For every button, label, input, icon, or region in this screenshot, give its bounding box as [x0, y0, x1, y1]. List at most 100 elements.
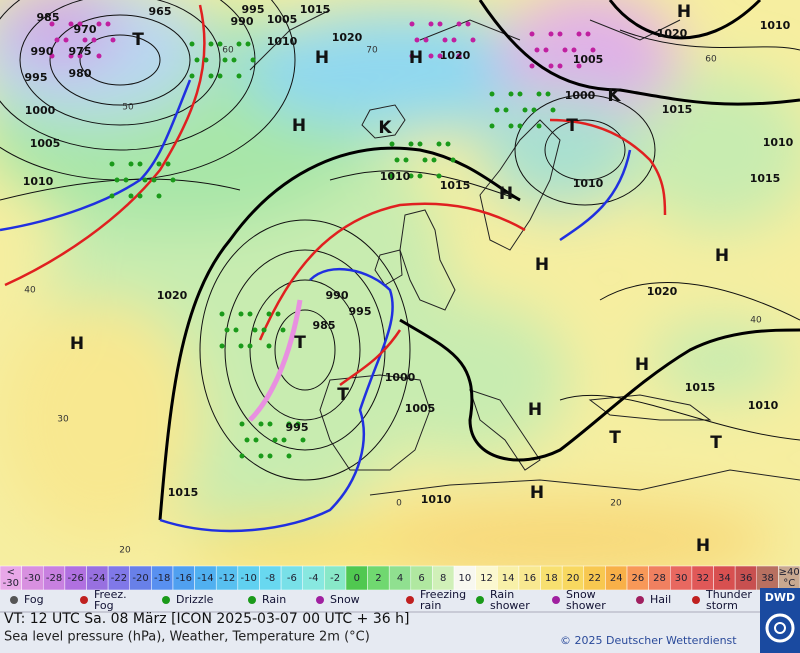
legend-icon — [406, 596, 414, 604]
weather-dot — [203, 57, 209, 63]
weather-dot — [562, 47, 568, 53]
weather-dot — [208, 41, 214, 47]
scale-label: 10 — [458, 573, 471, 584]
legend-icon — [10, 596, 18, 604]
pressure-center: T — [566, 116, 578, 136]
scale-label: 30 — [675, 573, 688, 584]
pressure-label: 995 — [286, 421, 309, 434]
weather-dot — [394, 157, 400, 163]
weather-dot — [423, 37, 429, 43]
weather-dot — [445, 141, 451, 147]
pressure-label: 1010 — [267, 35, 298, 48]
pressure-center: H — [499, 184, 513, 204]
legend-icon — [692, 596, 700, 604]
weather-dot — [576, 31, 582, 37]
weather-dot — [576, 63, 582, 69]
valid-time: VT: 12 UTC Sa. 08 März [ICON 2025-03-07 … — [4, 611, 409, 627]
scale-label: -20 — [132, 573, 148, 584]
legend-label: Rain — [262, 593, 286, 606]
legend-label: Freez. — [94, 588, 127, 601]
weather-dot — [238, 311, 244, 317]
pressure-label: 1005 — [573, 53, 604, 66]
weather-dot — [219, 343, 225, 349]
weather-dot — [110, 37, 116, 43]
graticule-label: 50 — [122, 103, 134, 113]
weather-dot — [217, 73, 223, 79]
weather-dot — [437, 21, 443, 27]
weather-dot — [286, 421, 292, 427]
scale-label: -12 — [219, 573, 235, 584]
weather-dot — [585, 31, 591, 37]
legend-label: Fog — [94, 599, 114, 612]
scale-label: -24 — [89, 573, 105, 584]
weather-dot — [236, 41, 242, 47]
weather-dot — [258, 453, 264, 459]
weather-dot — [543, 47, 549, 53]
scale-label: 36 — [740, 573, 753, 584]
weather-dot — [68, 21, 74, 27]
pressure-label: 965 — [149, 5, 172, 18]
weather-dot — [436, 173, 442, 179]
weather-dot — [258, 421, 264, 427]
weather-dot — [49, 53, 55, 59]
legend-icon — [552, 596, 560, 604]
weather-dot — [245, 41, 251, 47]
graticule-label: 20 — [610, 499, 622, 509]
weather-dot — [531, 107, 537, 113]
scale-label: °C — [783, 578, 795, 589]
pressure-center: T — [294, 333, 306, 353]
pressure-center: H — [635, 355, 649, 375]
weather-dot — [300, 437, 306, 443]
legend-label: Snow — [566, 588, 596, 601]
scale-label: -14 — [197, 573, 213, 584]
pressure-label: 1015 — [662, 103, 693, 116]
scale-label: -30 — [24, 573, 40, 584]
legend-icon — [80, 596, 88, 604]
weather-dot — [261, 327, 267, 333]
logo-mark — [774, 622, 786, 634]
pressure-label: 1015 — [750, 172, 781, 185]
weather-dot — [494, 107, 500, 113]
pressure-center: H — [530, 483, 544, 503]
weather-dot — [142, 177, 148, 183]
pressure-label: 1010 — [380, 170, 411, 183]
weather-dot — [517, 91, 523, 97]
weather-dot — [151, 177, 157, 183]
weather-dot — [128, 193, 134, 199]
main-isobars — [158, 0, 800, 521]
scale-label: -10 — [240, 573, 256, 584]
scale-label: 22 — [588, 573, 601, 584]
pressure-label: 985 — [313, 319, 336, 332]
isobars — [0, 0, 800, 481]
logo-mark — [765, 613, 795, 643]
scale-label: 18 — [545, 573, 558, 584]
scale-label: 14 — [502, 573, 515, 584]
weather-dot — [489, 91, 495, 97]
legend-label: Thunder — [705, 588, 752, 601]
weather-dot — [456, 21, 462, 27]
pressure-label: 1015 — [685, 381, 716, 394]
weather-dot — [534, 47, 540, 53]
weather-dot — [417, 141, 423, 147]
weather-dot — [224, 327, 230, 333]
weather-dot — [49, 21, 55, 27]
weather-dot — [428, 21, 434, 27]
pressure-label: 1020 — [657, 27, 688, 40]
weather-dot — [189, 41, 195, 47]
weather-dot — [96, 53, 102, 59]
scale-label: 32 — [696, 573, 709, 584]
weather-dot — [550, 107, 556, 113]
pressure-label: 1010 — [748, 399, 779, 412]
weather-dot — [465, 21, 471, 27]
weather-dot — [389, 173, 395, 179]
weather-dot — [239, 453, 245, 459]
pressure-center: H — [292, 116, 306, 136]
scale-label: 24 — [610, 573, 623, 584]
weather-dot — [222, 57, 228, 63]
weather-dot — [548, 31, 554, 37]
scale-label: -18 — [154, 573, 170, 584]
pressure-center: H — [528, 400, 542, 420]
weather-dot — [77, 21, 83, 27]
scale-label: 12 — [480, 573, 493, 584]
